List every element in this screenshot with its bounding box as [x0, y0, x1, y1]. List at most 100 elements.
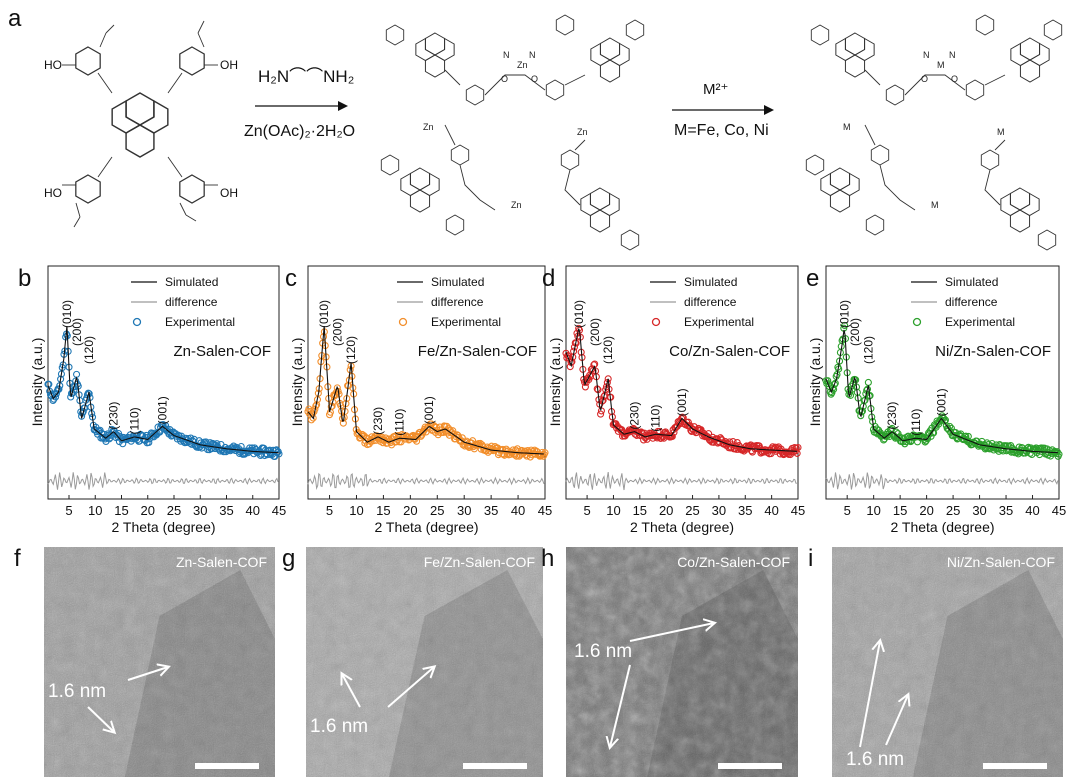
x-tick-label: 5: [583, 503, 590, 518]
x-tick-label: 35: [219, 503, 233, 518]
lattice-arrow: [387, 667, 434, 708]
scale-bar: [195, 763, 259, 769]
experimental-point: [537, 452, 545, 460]
experimental-point: [863, 385, 872, 393]
flake-shadow: [647, 570, 798, 777]
y-axis-label: Intensity (a.u.): [547, 338, 563, 427]
x-tick-label: 15: [633, 503, 647, 518]
legend-experimental-label: Experimental: [684, 315, 754, 329]
y-axis-label: Intensity (a.u.): [289, 338, 305, 427]
peak-label: (110): [393, 409, 407, 436]
lattice-arrow: [629, 623, 714, 642]
y-axis-label: Intensity (a.u.): [807, 338, 823, 427]
tem-title: Co/Zn-Salen-COF: [677, 554, 790, 570]
x-tick-label: 30: [457, 503, 471, 518]
x-tick-label: 45: [791, 503, 805, 518]
experimental-point: [603, 379, 611, 387]
lattice-annotation: 1.6 nm: [310, 716, 368, 737]
lattice-arrow: [127, 667, 168, 681]
legend-difference-label: difference: [945, 295, 998, 309]
tem-image-g: g Fe/Zn-Salen-COF 1.6 nm: [282, 545, 543, 777]
legend-simulated-label: Simulated: [165, 275, 218, 289]
x-tick-label: 20: [659, 503, 673, 518]
metal-zn-4: Zn: [577, 127, 588, 137]
peak-label: (120): [344, 336, 358, 364]
peak-label: (200): [331, 318, 345, 346]
experimental-point: [109, 426, 118, 434]
legend-experimental-label: Experimental: [431, 315, 501, 329]
xrd-chart-d: d 5 10 15 20 25 30 35 40 45 2 Theta (degree) Intens…: [542, 265, 805, 535]
plot-frame: [47, 265, 280, 500]
x-tick-label: 10: [866, 503, 880, 518]
experimental-point: [541, 449, 549, 457]
m-cof-structure: M M M M N N O O: [805, 14, 1063, 251]
x-tick-label: 30: [712, 503, 726, 518]
legend-experimental-swatch: [132, 317, 142, 327]
lattice-arrow: [87, 706, 114, 732]
legend-experimental-swatch: [651, 317, 661, 327]
plot-frame: [565, 265, 799, 500]
peak-label: (230): [628, 402, 642, 430]
experimental-point: [145, 438, 153, 446]
peak-label: (200): [70, 318, 84, 346]
tem-texture: [306, 547, 543, 777]
y-axis-label: Intensity (a.u.): [29, 338, 45, 427]
simulated-line: [307, 325, 544, 455]
experimental-point: [538, 448, 546, 456]
experimental-point: [830, 380, 839, 389]
peak-label: (001): [422, 396, 436, 424]
x-tick-label: 25: [167, 503, 181, 518]
x-tick-label: 15: [376, 503, 390, 518]
tem-texture: [832, 547, 1063, 777]
legend-simulated-label: Simulated: [945, 275, 998, 289]
legend-difference-label: difference: [165, 295, 218, 309]
legend-experimental-swatch: [398, 317, 408, 327]
x-tick-label: 45: [538, 503, 552, 518]
difference-line: [307, 472, 545, 490]
peak-label: (110): [649, 405, 663, 432]
panel-label-f: f: [14, 545, 21, 572]
metal-zn-2: Zn: [511, 200, 522, 210]
experimental-point: [602, 386, 610, 394]
x-tick-label: 25: [430, 503, 444, 518]
panel-label-d: d: [542, 265, 555, 292]
peak-label: (010): [317, 300, 331, 328]
experimental-point: [831, 379, 839, 387]
chart-title: Ni/Zn-Salen-COF: [935, 343, 1051, 360]
peak-label: (001): [675, 388, 689, 416]
peak-label: (230): [371, 407, 385, 435]
x-tick-label: 10: [88, 503, 102, 518]
flake-shadow: [912, 570, 1063, 777]
tem-title: Zn-Salen-COF: [176, 554, 267, 570]
difference-line: [47, 472, 279, 490]
atom-n-3: N: [923, 50, 930, 60]
reagent-metal-ion: M²⁺: [703, 81, 728, 98]
x-tick-label: 25: [946, 503, 960, 518]
experimental-point: [992, 441, 1000, 449]
panel-label-g: g: [282, 545, 295, 572]
peak-label: (200): [588, 318, 602, 346]
legend: Simulated difference Experimental: [911, 275, 1015, 329]
peak-label: (120): [861, 336, 875, 364]
lattice-arrow: [342, 674, 361, 708]
peak-label: (120): [601, 336, 615, 364]
xrd-chart-b: b 5 10 15 20 25 30 35 40 45 2 Theta (degree) Intens…: [18, 265, 286, 535]
experimental-point: [774, 444, 782, 452]
x-tick-label: 5: [65, 503, 72, 518]
metal-options: M=Fe, Co, Ni: [674, 122, 769, 139]
xrd-panels: b 5 10 15 20 25 30 35 40 45 2 Theta (degree) Intens…: [18, 265, 1066, 535]
x-tick-label: 35: [484, 503, 498, 518]
atom-n-1: N: [503, 50, 510, 60]
x-tick-label: 40: [511, 503, 525, 518]
experimental-point: [794, 443, 802, 452]
tem-image-h: h Co/Zn-Salen-COF 1.6 nm: [541, 545, 798, 777]
experimental-point: [857, 412, 865, 420]
reagent-zinc-acetate: Zn(OAc)₂·2H₂O: [244, 123, 355, 140]
experimental-series: [822, 321, 1063, 460]
zn-cof-structure: Zn Zn Zn Zn N N O O: [380, 14, 645, 251]
flake-shadow: [388, 570, 543, 777]
lattice-arrow: [885, 695, 908, 746]
xrd-chart-e: e 5 10 15 20 25 30 35 40 45 2 Theta (degree) Intens…: [806, 265, 1066, 535]
experimental-point: [597, 410, 605, 418]
panel-a: a HO HO OH OH H₂N⌒⌒NH₂: [8, 5, 1063, 251]
